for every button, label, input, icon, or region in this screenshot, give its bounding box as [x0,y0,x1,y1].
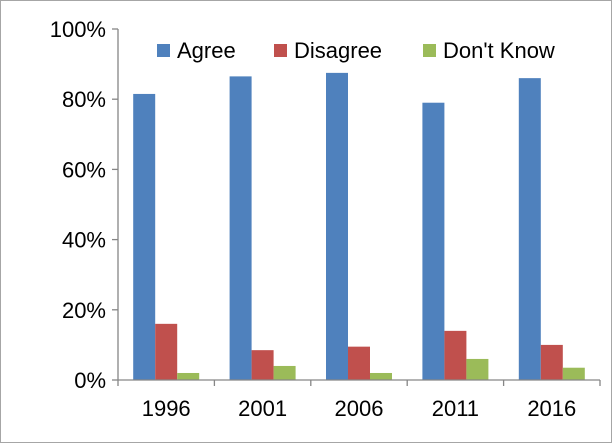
bar-don-t-know-2016 [562,367,585,380]
y-tick-label: 100% [50,17,106,42]
x-tick-label: 2006 [335,396,384,421]
legend-swatch-don-t-know [423,44,436,57]
legend-swatch-disagree [274,44,287,57]
bar-don-t-know-2001 [273,365,296,380]
legend-swatch-agree [157,44,170,57]
bar-agree-2016 [518,78,541,380]
y-tick-label: 60% [62,157,106,182]
bar-agree-2011 [422,102,445,381]
bar-disagree-2016 [540,344,563,380]
legend-label-disagree: Disagree [294,38,382,63]
legend-label-agree: Agree [177,38,236,63]
x-tick-label: 2001 [238,396,287,421]
x-tick-label: 2011 [432,396,479,421]
bar-disagree-2001 [251,350,274,380]
y-tick-label: 0% [74,368,106,393]
x-tick-label: 1996 [142,396,191,421]
bar-agree-2006 [326,72,348,380]
y-tick-label: 80% [62,87,106,112]
bar-don-t-know-2006 [370,372,392,380]
y-tick-label: 20% [62,298,106,323]
bar-disagree-2006 [348,346,370,380]
bar-agree-2001 [229,76,252,380]
legend-label-don-t-know: Don't Know [443,38,555,63]
bar-disagree-1996 [155,323,178,380]
x-tick-label: 2016 [527,396,576,421]
bar-don-t-know-2011 [466,358,489,380]
bar-don-t-know-1996 [177,372,200,380]
y-tick-label: 40% [62,228,106,253]
bar-disagree-2011 [444,330,467,380]
bar-agree-1996 [133,93,156,380]
